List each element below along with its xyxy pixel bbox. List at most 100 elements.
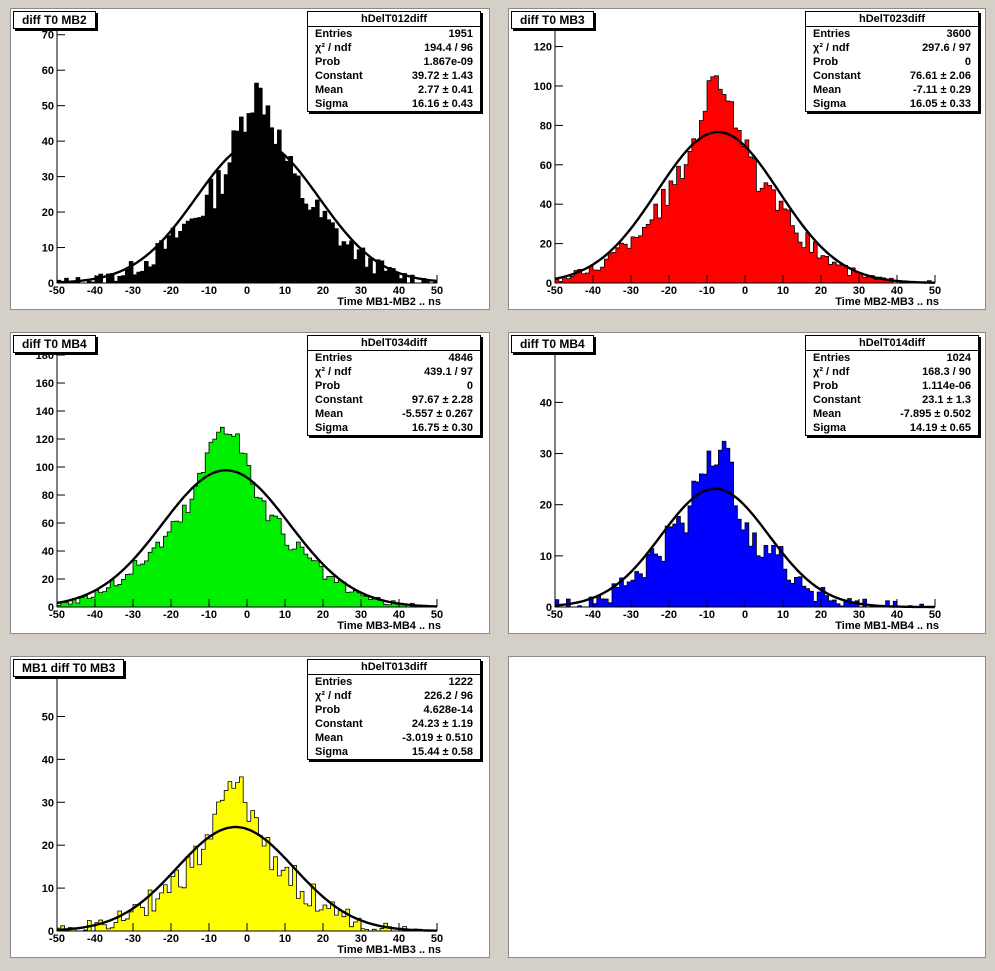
- y-tick-label: 10: [42, 883, 54, 895]
- stats-label: Prob: [315, 380, 341, 392]
- x-tick-label: 0: [244, 609, 250, 621]
- x-tick-label: 30: [355, 285, 367, 297]
- stats-row: χ² / ndf 439.1 / 97: [308, 365, 480, 379]
- stats-row: Sigma 15.44 ± 0.58: [308, 745, 480, 759]
- x-tick-label: -50: [49, 609, 65, 621]
- stats-row: Prob 4.628e-14: [308, 703, 480, 717]
- stats-label: Mean: [813, 408, 842, 420]
- x-tick-label: 40: [891, 285, 903, 297]
- x-tick-label: 40: [891, 609, 903, 621]
- x-tick-label: -50: [49, 933, 65, 945]
- pad-title: diff T0 MB2: [13, 11, 96, 29]
- stats-row: Prob 1.114e-06: [806, 379, 978, 393]
- x-tick-label: -10: [201, 285, 217, 297]
- stats-value: 0: [466, 380, 473, 392]
- y-tick-label: 20: [42, 574, 54, 586]
- stats-label: Sigma: [315, 98, 349, 110]
- stats-value: 226.2 / 96: [424, 690, 473, 702]
- stats-title: hDelT023diff: [806, 12, 978, 27]
- stats-label: Mean: [315, 732, 344, 744]
- stats-label: Prob: [813, 56, 839, 68]
- stats-label: Mean: [813, 84, 842, 96]
- stats-row: Constant 23.1 ± 1.3: [806, 393, 978, 407]
- y-tick-label: 30: [540, 449, 552, 461]
- stats-label: Mean: [315, 408, 344, 420]
- stats-label: χ² / ndf: [315, 366, 352, 378]
- x-tick-label: -20: [163, 609, 179, 621]
- x-tick-label: -30: [125, 609, 141, 621]
- x-tick-label: 10: [279, 285, 291, 297]
- stats-value: 2.77 ± 0.41: [418, 84, 473, 96]
- stats-row: Entries 1024: [806, 351, 978, 365]
- x-axis-label: Time MB3-MB4 .. ns: [337, 620, 441, 632]
- stats-row: Constant 97.67 ± 2.28: [308, 393, 480, 407]
- stats-row: Mean 2.77 ± 0.41: [308, 83, 480, 97]
- x-tick-label: 30: [853, 609, 865, 621]
- stats-value: 1.867e-09: [423, 56, 473, 68]
- x-tick-label: 50: [431, 285, 443, 297]
- stats-title: hDelT014diff: [806, 336, 978, 351]
- stats-box: hDelT034diff Entries 4846 χ² / ndf 439.1 / 9…: [307, 335, 481, 436]
- x-tick-label: -50: [49, 285, 65, 297]
- stats-value: -7.895 ± 0.502: [900, 408, 971, 420]
- stats-value: 4846: [448, 352, 473, 364]
- stats-label: Entries: [315, 352, 353, 364]
- stats-label: Constant: [315, 394, 363, 406]
- stats-title: hDelT034diff: [308, 336, 480, 351]
- x-tick-label: -20: [163, 285, 179, 297]
- stats-label: Sigma: [813, 98, 847, 110]
- y-tick-label: 100: [534, 81, 552, 93]
- stats-row: Sigma 14.19 ± 0.65: [806, 421, 978, 435]
- pad-title: MB1 diff T0 MB3: [13, 659, 125, 677]
- x-tick-label: -40: [87, 933, 103, 945]
- stats-label: Constant: [813, 70, 861, 82]
- x-tick-label: 10: [279, 933, 291, 945]
- pad-5: -50-40-30-20-10010203040500102030405060T…: [10, 656, 490, 958]
- y-tick-label: 40: [540, 397, 552, 409]
- stats-label: Constant: [315, 70, 363, 82]
- stats-value: 1951: [448, 28, 473, 40]
- x-tick-label: 30: [355, 609, 367, 621]
- pad-3: -50 -40 -30 -20 -10 0 10 20 30 40 50 0 20 40 60 80 100 12…: [10, 332, 490, 634]
- stats-value: 3600: [946, 28, 971, 40]
- stats-value: 1.114e-06: [922, 380, 971, 392]
- y-tick-label: 40: [42, 136, 54, 148]
- x-tick-label: 0: [244, 933, 250, 945]
- stats-value: 15.44 ± 0.58: [411, 746, 473, 758]
- stats-label: χ² / ndf: [813, 42, 850, 54]
- stats-row: Entries 1222: [308, 675, 480, 689]
- y-tick-label: 60: [42, 65, 54, 77]
- y-tick-label: 60: [540, 160, 552, 172]
- stats-value: 4.628e-14: [423, 704, 473, 716]
- histogram-plot: -50 -40 -30 -20 -10 0 10 20 30 40 50 0 20 40 60 80 100 12…: [534, 17, 941, 308]
- stats-label: Entries: [813, 352, 851, 364]
- histogram-bars: [56, 776, 437, 932]
- y-tick-label: 160: [36, 378, 54, 390]
- fit-curve: [554, 130, 935, 284]
- x-tick-label: 50: [929, 285, 941, 297]
- x-axis-label: Time MB2-MB3 .. ns: [835, 296, 939, 308]
- stats-value: 439.1 / 97: [424, 366, 473, 378]
- stats-value: 0: [964, 56, 971, 68]
- y-tick-label: 80: [42, 490, 54, 502]
- stats-row: Prob 0: [806, 55, 978, 69]
- x-tick-label: 30: [853, 285, 865, 297]
- x-tick-label: -30: [623, 609, 639, 621]
- stats-row: Mean -3.019 ± 0.510: [308, 731, 480, 745]
- histogram-plot: -50 -40 -30 -20 -10 0 10 20 30 40 50 0 10 20 30 40 50 60 7…: [42, 17, 443, 308]
- x-tick-label: 10: [777, 285, 789, 297]
- stats-value: 39.72 ± 1.43: [411, 70, 473, 82]
- x-tick-label: 20: [815, 609, 827, 621]
- stats-value: 168.3 / 90: [922, 366, 971, 378]
- stats-row: Prob 1.867e-09: [308, 55, 480, 69]
- stats-value: 16.05 ± 0.33: [909, 98, 971, 110]
- y-tick-label: 180: [36, 350, 54, 362]
- y-tick-label: 10: [540, 551, 552, 563]
- stats-box: hDelT012diff Entries 1951 χ² / ndf 194.4 / 9…: [307, 11, 481, 112]
- pad-1: -50 -40 -30 -20 -10 0 10 20 30 40 50 0 10 20 30 40 50 60 7…: [10, 8, 490, 310]
- stats-row: Sigma 16.16 ± 0.43: [308, 97, 480, 111]
- stats-row: χ² / ndf 194.4 / 96: [308, 41, 480, 55]
- stats-row: Mean -7.895 ± 0.502: [806, 407, 978, 421]
- x-tick-label: -40: [87, 609, 103, 621]
- stats-label: Prob: [315, 56, 341, 68]
